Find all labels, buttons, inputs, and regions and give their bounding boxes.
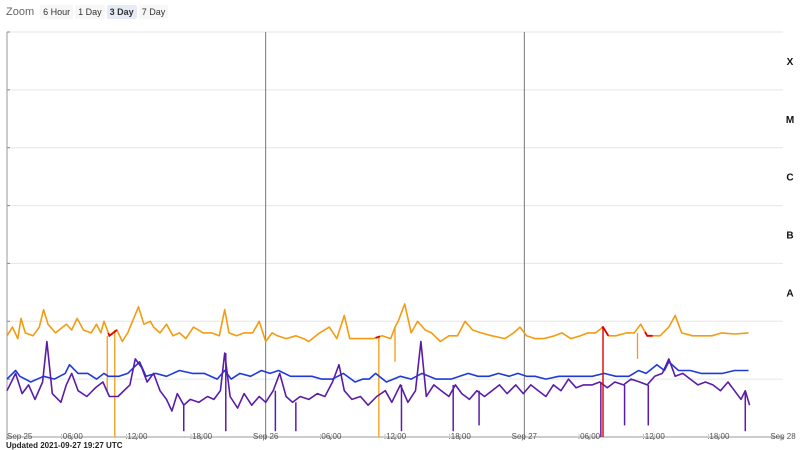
x-tick-label: Sep 26 (253, 432, 279, 441)
x-tick-label: :18:00 (449, 432, 472, 441)
zoom-3-day-button[interactable]: 3 Day (106, 5, 137, 19)
x-tick-label: Sep 25 (7, 432, 33, 441)
x-tick-label: :06:00 (319, 432, 342, 441)
flare-class-label: M (786, 115, 794, 126)
x-tick-label: :18:00 (707, 432, 730, 441)
updated-timestamp: Updated 2021-09-27 19:27 UTC (6, 441, 123, 450)
x-tick-label: Sep 27 (512, 432, 538, 441)
x-tick-label: :06:00 (61, 432, 84, 441)
x-tick-label: :12:00 (384, 432, 407, 441)
flare-class-label: B (786, 231, 793, 242)
x-tick-label: Sep 28 (770, 432, 796, 441)
x-tick-label: :18:00 (190, 432, 213, 441)
zoom-7-day-button[interactable]: 7 Day (138, 5, 169, 19)
flagged-segment (644, 331, 653, 337)
zoom-6-hour-button[interactable]: 6 Hour (40, 5, 74, 19)
flagged-segment (375, 335, 381, 339)
zoom-bar: Zoom 6 Hour 1 Day 3 Day 7 Day (6, 3, 169, 21)
zoom-1-day-button[interactable]: 1 Day (75, 5, 105, 19)
x-tick-label: :06:00 (578, 432, 601, 441)
flagged-segment (107, 329, 118, 338)
x-tick-label: :12:00 (643, 432, 666, 441)
flare-class-label: X (787, 57, 794, 68)
flare-class-label: A (786, 288, 793, 299)
short-flux-alt-series (6, 340, 751, 412)
flare-class-label: C (786, 173, 793, 184)
long-flux-series (6, 303, 749, 343)
short-flux-series (6, 361, 749, 383)
zoom-label: Zoom (6, 6, 35, 18)
x-tick-label: :12:00 (125, 432, 148, 441)
